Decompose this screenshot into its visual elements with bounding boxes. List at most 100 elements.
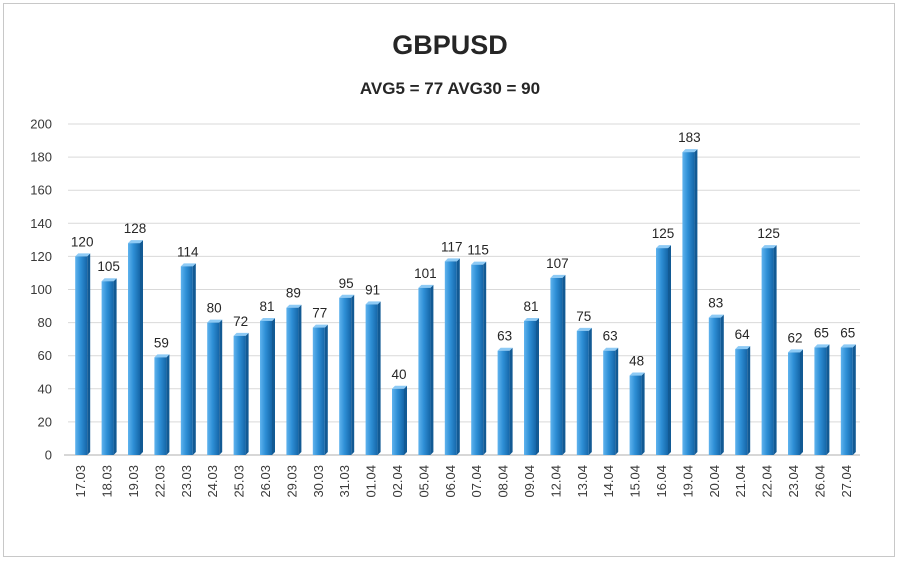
y-tick-label: 180: [30, 150, 52, 165]
bar-25.03: [233, 335, 246, 455]
bar-side: [720, 314, 724, 455]
y-tick-label: 40: [38, 381, 52, 396]
x-tick-label: 15.04: [628, 465, 643, 498]
chart-subtitle: AVG5 = 77 AVG30 = 90: [359, 79, 541, 98]
data-label: 80: [207, 301, 222, 316]
x-tick-label: 22.04: [760, 465, 775, 498]
y-tick-label: 20: [38, 414, 52, 429]
y-tick-label: 60: [38, 348, 52, 363]
bar-08.04: [497, 350, 510, 455]
bar-07.04: [471, 264, 484, 455]
bar-16.04: [656, 248, 668, 455]
bar-23.03: [180, 266, 193, 455]
data-label: 117: [441, 239, 463, 254]
bar-19.03: [128, 243, 140, 455]
bar-top: [154, 354, 170, 358]
bar-27.04: [840, 347, 853, 455]
bar-top: [814, 344, 830, 348]
data-label: 83: [708, 296, 723, 311]
bar-15.04: [629, 375, 642, 455]
data-label: 62: [787, 330, 802, 345]
bar-top: [629, 372, 645, 376]
data-label: 48: [629, 354, 644, 369]
bar-top: [128, 240, 143, 244]
data-label: 114: [177, 244, 199, 259]
data-label: 105: [97, 259, 120, 274]
bar-side: [245, 332, 249, 455]
bar-26.03: [260, 320, 272, 455]
y-tick-label: 0: [45, 448, 52, 463]
bar-side: [509, 347, 513, 455]
x-tick-label: 26.04: [812, 465, 827, 498]
y-tick-label: 160: [30, 183, 52, 198]
bar-top: [656, 245, 671, 249]
bar-17.03: [75, 256, 88, 455]
bar-side: [298, 304, 302, 455]
x-tick-label: 23.03: [179, 465, 194, 498]
bar-side: [826, 344, 830, 455]
data-label: 183: [678, 130, 701, 145]
data-label: 81: [259, 299, 274, 314]
data-label: 40: [391, 367, 406, 382]
y-tick-label: 140: [30, 216, 52, 231]
x-tick-label: 20.04: [707, 465, 722, 498]
bar-side: [747, 346, 751, 455]
x-tick-label: 02.04: [390, 465, 405, 498]
data-label: 59: [154, 335, 169, 350]
bar-top: [840, 344, 856, 348]
bar-05.04: [418, 287, 431, 455]
bar-side: [641, 372, 645, 455]
bar-side: [694, 149, 698, 455]
x-tick-label: 01.04: [364, 465, 379, 498]
data-label: 75: [576, 309, 591, 324]
bar-12.04: [550, 277, 563, 455]
bar-09.04: [524, 320, 536, 455]
bar-26.04: [814, 347, 827, 455]
y-tick-label: 100: [30, 282, 52, 297]
x-tick-label: 19.03: [126, 465, 141, 498]
bar-top: [444, 258, 460, 262]
bar-top: [233, 332, 249, 336]
bar-24.03: [207, 322, 220, 455]
bar-top: [260, 317, 275, 321]
bar-top: [392, 385, 407, 389]
data-label: 128: [124, 221, 147, 236]
bar-13.04: [576, 330, 589, 455]
bar-23.04: [788, 352, 800, 455]
bar-top: [286, 304, 302, 308]
data-label: 107: [546, 256, 569, 271]
bar-top: [75, 253, 91, 257]
x-tick-label: 30.03: [311, 465, 326, 498]
x-tick-label: 25.03: [232, 465, 247, 498]
bar-side: [404, 385, 407, 455]
data-label: 64: [735, 327, 751, 342]
x-tick-label: 06.04: [443, 465, 458, 498]
bar-side: [483, 261, 487, 455]
y-tick-label: 200: [30, 117, 52, 132]
data-label: 81: [523, 299, 538, 314]
bar-31.03: [339, 297, 352, 455]
bar-side: [668, 245, 671, 455]
bar-top: [603, 347, 619, 351]
bar-14.04: [603, 350, 616, 455]
chart-title: GBPUSD: [392, 30, 508, 60]
x-tick-label: 24.03: [205, 465, 220, 498]
bar-18.03: [101, 281, 114, 455]
bar-side: [562, 274, 566, 455]
x-tick-label: 21.04: [733, 465, 748, 498]
bar-top: [207, 319, 223, 323]
bar-side: [272, 317, 275, 455]
bar-01.04: [365, 304, 378, 455]
y-tick-label: 120: [30, 249, 52, 264]
bar-side: [852, 344, 856, 455]
data-label: 125: [652, 226, 675, 241]
bar-02.04: [392, 388, 404, 455]
bar-top: [497, 347, 513, 351]
bar-top: [471, 261, 487, 265]
data-label: 125: [757, 226, 780, 241]
data-label: 77: [312, 306, 327, 321]
data-label: 115: [467, 243, 489, 258]
bar-side: [219, 319, 223, 455]
x-tick-label: 16.04: [654, 465, 669, 498]
